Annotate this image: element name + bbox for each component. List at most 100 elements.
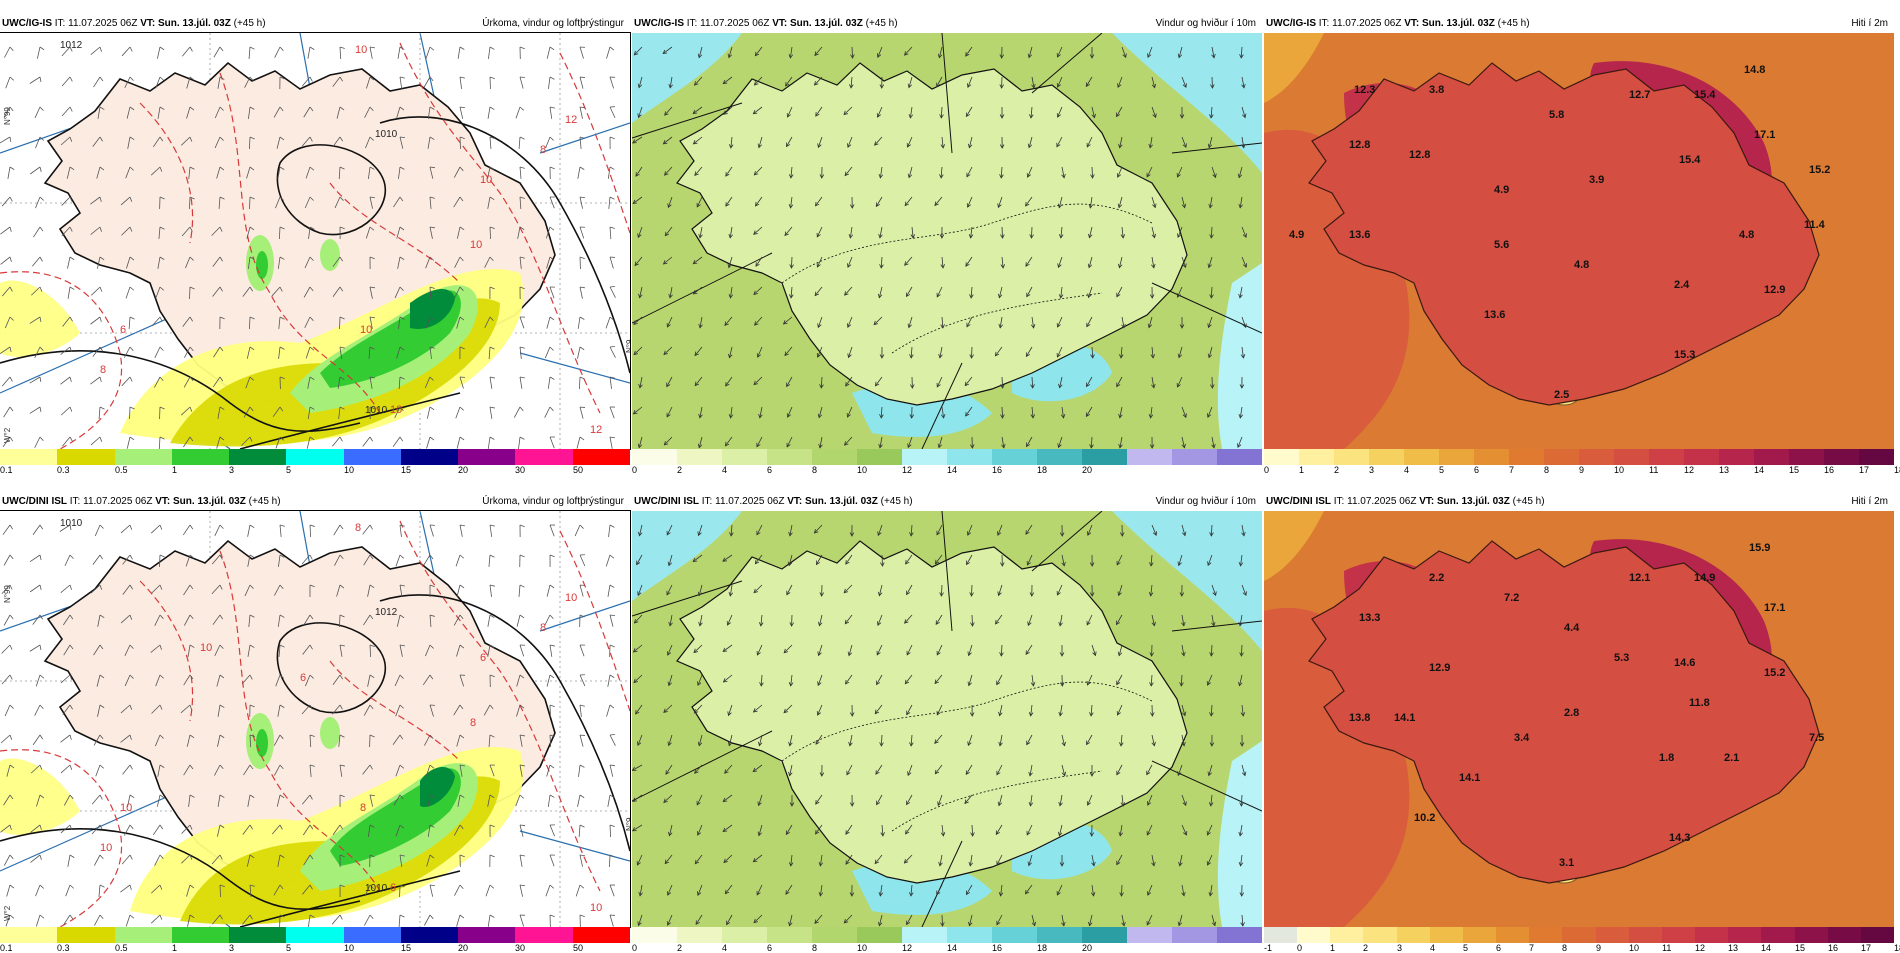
temperature-contour-label: 6	[120, 324, 126, 336]
variable-name: Úrkoma, vindur og loftþrýstingur	[482, 15, 624, 33]
variable-name: Hiti í 2m	[1851, 493, 1888, 511]
colorbar-swatch	[902, 927, 947, 943]
colorbar-tick-label: 4	[722, 943, 727, 953]
colorbar-tick-label: 50	[573, 465, 583, 475]
colorbar-tick-label: 7	[1509, 465, 1514, 475]
colorbar-tick-label: 14	[1761, 943, 1771, 953]
colorbar-swatch	[172, 449, 229, 465]
colorbar-tick-label: 11	[1662, 943, 1671, 953]
colorbar-tick-label: 16	[992, 465, 1002, 475]
vt-value: Sun. 13.júl. 03Z	[790, 18, 863, 29]
colorbar-swatch	[1330, 927, 1363, 943]
it-label: IT:	[702, 496, 713, 507]
colorbar-tick-label: 0	[1264, 465, 1269, 475]
colorbar-swatches	[0, 927, 630, 943]
colorbar-swatch	[1127, 449, 1172, 465]
temperature-value-label: 14.6	[1674, 657, 1695, 669]
model-name: UWC/IG-IS	[2, 18, 52, 29]
colorbar-swatch	[515, 449, 572, 465]
it-value: 11.07.2025 06Z	[715, 496, 784, 507]
colorbar-swatch	[1217, 927, 1262, 943]
it-value: 11.07.2025 06Z	[1332, 18, 1401, 29]
colorbar-swatch	[1363, 927, 1396, 943]
temperature-value-label: 15.3	[1674, 349, 1695, 361]
temperature-value-label: 13.3	[1359, 612, 1380, 624]
colorbar-tick-label: 10	[857, 943, 867, 953]
colorbar-swatch	[1397, 927, 1430, 943]
lead-time: (+45 h)	[249, 496, 281, 507]
vt-label: VT:	[772, 18, 787, 29]
colorbar-tick-label: 0.1	[0, 465, 13, 475]
it-label: IT:	[1334, 496, 1345, 507]
colorbar-swatch	[767, 927, 812, 943]
colorbar-swatch	[767, 449, 812, 465]
colorbar-swatch	[401, 449, 458, 465]
colorbar-swatches	[0, 449, 630, 465]
temperature-value-label: 3.1	[1559, 857, 1574, 869]
colorbar-tick-label: 10	[1614, 465, 1624, 475]
colorbar-swatch	[1217, 449, 1262, 465]
colorbar-tick-label: 6	[1474, 465, 1479, 475]
colorbar-tick-label: 1	[172, 465, 177, 475]
vt-label: VT:	[787, 496, 802, 507]
colorbar-tick-label: 3	[229, 465, 234, 475]
colorbar-swatch	[1334, 449, 1369, 465]
colorbar-swatch	[677, 927, 722, 943]
panel-header-left: UWC/IG-IS IT: 11.07.2025 06Z VT: Sun. 13…	[1266, 15, 1530, 33]
temperature-value-label: 12.8	[1349, 139, 1370, 151]
colorbar-swatch	[458, 927, 515, 943]
temperature-value-label: 2.8	[1564, 707, 1579, 719]
lead-time: (+45 h)	[1498, 18, 1530, 29]
colorbar-tick-label: 0.1	[0, 943, 13, 953]
colorbar-swatch	[1264, 449, 1299, 465]
graticule-label: N°99	[3, 585, 12, 603]
vt-label: VT:	[1419, 496, 1434, 507]
colorbar-tick-label: 11	[1649, 465, 1658, 475]
colorbar-swatch	[1082, 927, 1127, 943]
colorbar-tick-label: 12	[1695, 943, 1705, 953]
colorbar-swatch	[992, 449, 1037, 465]
graticule-label: N°9	[625, 817, 630, 831]
temperature-value-label: 4.8	[1739, 229, 1754, 241]
colorbar-tick-label: 2	[677, 465, 682, 475]
colorbar-swatch	[1728, 927, 1761, 943]
colorbar-swatch	[573, 927, 630, 943]
colorbar-ticks: -10123456789101112131415161718	[1264, 943, 1894, 953]
temperature-value-label: 3.9	[1589, 174, 1604, 186]
temperature-value-label: 4.9	[1494, 184, 1509, 196]
temperature-value-label: 12.3	[1354, 84, 1375, 96]
colorbar-swatch	[515, 927, 572, 943]
temperature-value-label: 15.2	[1764, 667, 1785, 679]
colorbar-swatch	[992, 927, 1037, 943]
it-value: 11.07.2025 06Z	[700, 18, 769, 29]
map-canvas	[632, 511, 1262, 927]
colorbar-swatch	[722, 927, 767, 943]
temperature-contour-label: 8	[360, 802, 366, 814]
colorbar: 0123456789101112131415161718	[1264, 449, 1894, 475]
isobar-label: 1010	[365, 405, 388, 416]
colorbar-tick-label: 0.5	[115, 465, 128, 475]
graticule-label: N°9	[625, 339, 630, 353]
colorbar-tick-label: 6	[1496, 943, 1501, 953]
panel-header: UWC/IG-IS IT: 11.07.2025 06Z VT: Sun. 13…	[1264, 15, 1894, 33]
map-area	[632, 33, 1262, 449]
temperature-contour-label: 10	[590, 902, 602, 914]
colorbar-tick-label: 2	[1334, 465, 1339, 475]
colorbar-tick-label: 4	[1430, 943, 1435, 953]
colorbar-swatch	[1649, 449, 1684, 465]
colorbar-tick-label: 18	[1037, 943, 1047, 953]
temperature-value-label: 3.8	[1429, 84, 1444, 96]
colorbar-swatches	[1264, 927, 1894, 943]
panel-header: UWC/IG-IS IT: 11.07.2025 06Z VT: Sun. 13…	[0, 15, 630, 33]
temperature-value-label: 13.8	[1349, 712, 1370, 724]
temperature-contour-label: 6	[390, 882, 396, 894]
map-area	[632, 511, 1262, 927]
temperature-contour-label: 6	[480, 652, 486, 664]
model-name: UWC/IG-IS	[634, 18, 684, 29]
colorbar-tick-label: 0.3	[57, 465, 70, 475]
